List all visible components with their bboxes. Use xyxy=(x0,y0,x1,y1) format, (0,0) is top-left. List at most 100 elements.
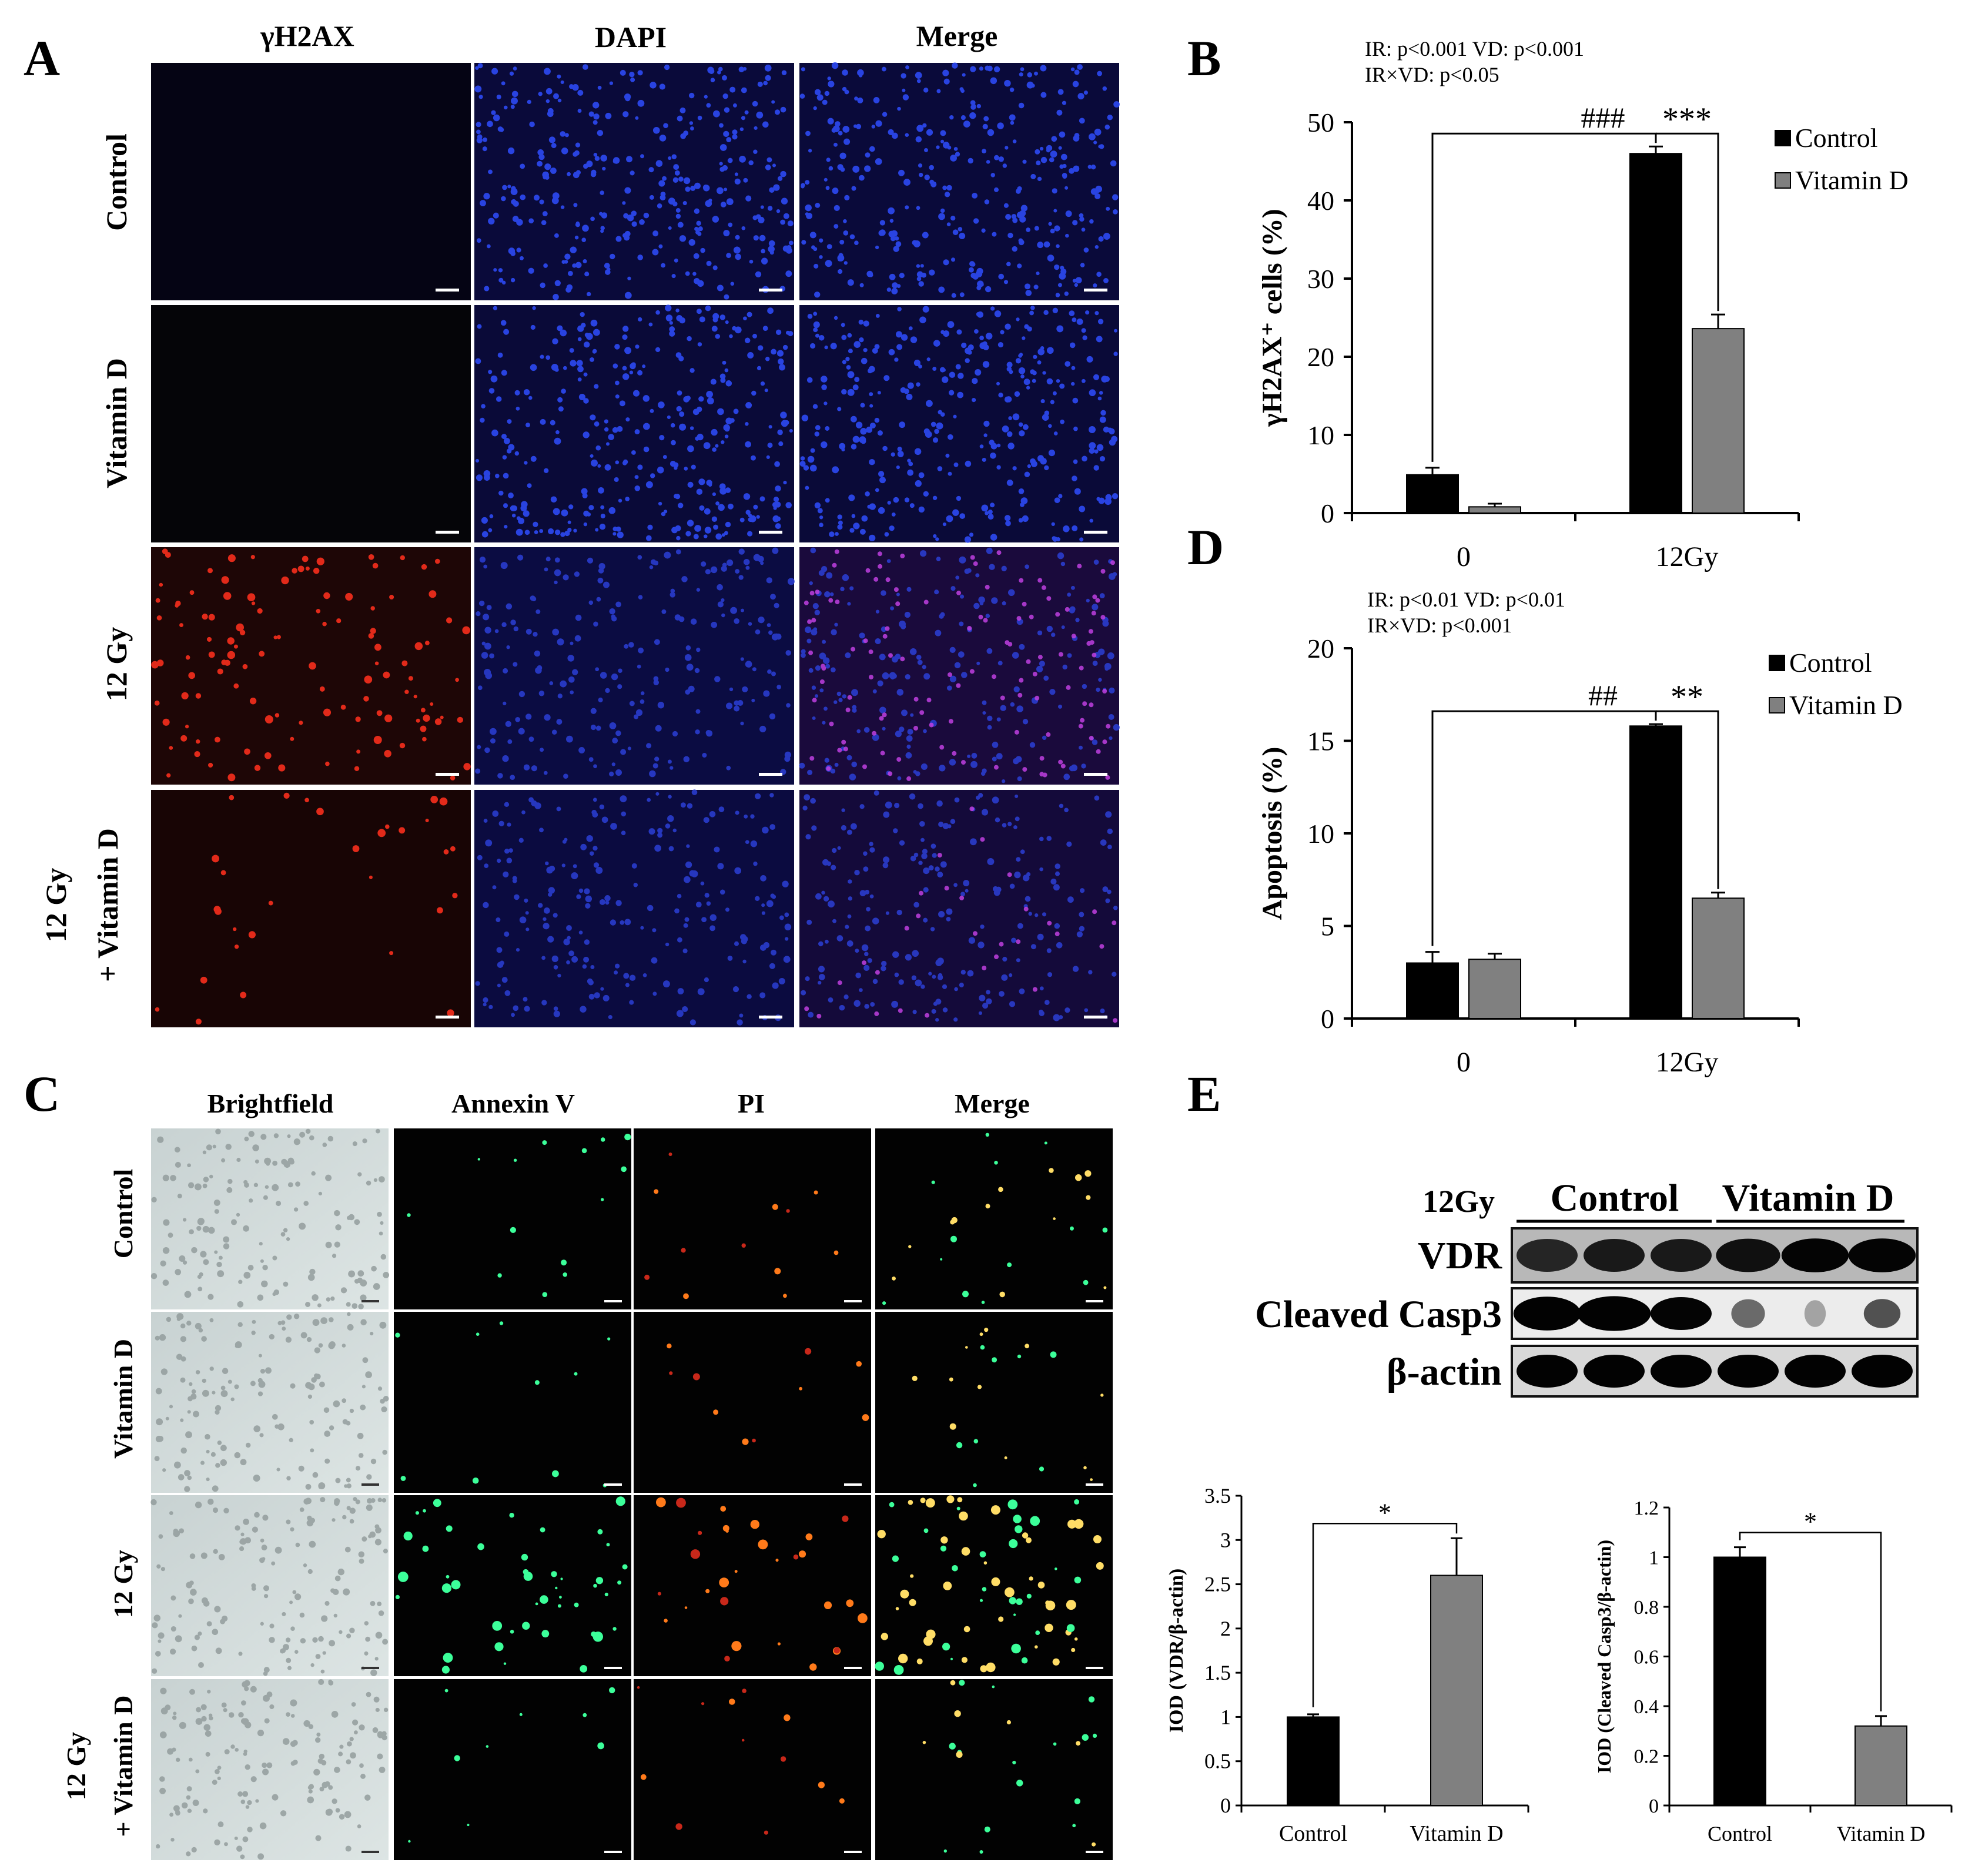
x-tick-label: Control xyxy=(1279,1821,1347,1846)
fluorescent-cell xyxy=(451,1580,461,1590)
fluorescent-cell xyxy=(552,1470,559,1478)
blot-cleaved-casp3 xyxy=(1511,1287,1919,1340)
sig-bracket-hash xyxy=(1431,710,1657,946)
blot-band xyxy=(1731,1299,1765,1328)
fluorescent-cell xyxy=(467,1824,470,1827)
fluorescent-cell xyxy=(946,1495,955,1503)
sig-label: * xyxy=(1378,1498,1391,1527)
y-axis-label: IOD (VDR/β-actin) xyxy=(1166,1569,1187,1733)
fluorescent-cell xyxy=(950,1235,957,1242)
micrograph-c-bg xyxy=(873,1309,1115,1495)
fluorescent-cell xyxy=(519,1713,523,1716)
fluorescent-cell xyxy=(943,1582,952,1590)
fluorescent-cell xyxy=(954,1710,961,1717)
scale-bar xyxy=(1086,1851,1103,1853)
panel-c: C Brightfield Annexin V PI Merge Control… xyxy=(24,1066,1115,1862)
fluorescent-cell xyxy=(541,1630,550,1638)
scale-bar xyxy=(361,1851,379,1853)
y-tick-label: 10 xyxy=(1307,819,1334,849)
fluorescent-cell xyxy=(758,1539,768,1550)
micrograph-a-bg xyxy=(149,303,473,545)
row-label-c-12gy: 12 Gy xyxy=(108,1550,138,1618)
panel-a: A γH2AX DAPI Merge Control Vitamin D 12 … xyxy=(24,19,1122,1030)
micrograph-a-r3-c1 xyxy=(472,788,796,1030)
micrograph-c-bg xyxy=(391,1677,634,1862)
fluorescent-cell xyxy=(1067,1519,1077,1529)
bar xyxy=(1692,328,1745,514)
chart-d: D IR: p<0.01 VD: p<0.01 IR×VD: p<0.001 0 5 1… xyxy=(1187,519,1903,1078)
sig-label-hash: ### xyxy=(1581,101,1625,134)
micrograph-c-bg xyxy=(391,1126,634,1312)
fluorescent-cell xyxy=(992,1357,997,1363)
stats-line-2: IR×VD: p<0.001 xyxy=(1367,614,1512,637)
fluorescent-cell xyxy=(979,1850,983,1854)
fluorescent-cell xyxy=(446,1525,453,1532)
fluorescent-cell xyxy=(1052,1658,1060,1666)
fluorescent-cell xyxy=(621,1166,627,1172)
fluorescent-cell xyxy=(895,1607,899,1610)
blot-band xyxy=(1718,1355,1779,1388)
fluorescent-cell xyxy=(729,1699,735,1705)
legend-label: Vitamin D xyxy=(1795,165,1909,195)
x-tick-label: 0 xyxy=(1457,541,1471,572)
fluorescent-cell xyxy=(959,1511,968,1521)
fluorescent-cell xyxy=(951,1217,958,1224)
fluorescent-cell xyxy=(1070,1226,1074,1231)
fluorescent-cell xyxy=(956,1506,960,1510)
fluorescent-cell xyxy=(833,1647,840,1654)
bar xyxy=(1406,474,1459,514)
scale-bar xyxy=(604,1300,622,1302)
y-tick-label: 0.2 xyxy=(1634,1746,1659,1768)
fluorescent-cell xyxy=(1096,1562,1104,1570)
fluorescent-cell xyxy=(1074,1637,1078,1641)
fluorescent-cell xyxy=(982,1587,987,1592)
fluorescent-cell xyxy=(1005,1587,1015,1597)
y-tick-label: 0 xyxy=(1321,1004,1334,1034)
fluorescent-cell xyxy=(1076,1741,1080,1746)
col-label-gh2ax: γH2AX xyxy=(260,19,354,52)
fluorescent-cell xyxy=(783,1294,787,1298)
sig-bracket xyxy=(1312,1523,1458,1707)
fluorescent-cell xyxy=(433,1499,441,1508)
brightfield-cells xyxy=(150,1497,389,1676)
fluorescent-cell xyxy=(1022,1532,1029,1539)
x-tick-label: Vitamin D xyxy=(1410,1821,1503,1846)
cell-nuclei xyxy=(475,789,792,1026)
scale-bar xyxy=(436,289,459,292)
fluorescent-cell xyxy=(1074,1499,1080,1505)
fluorescent-cell xyxy=(657,1592,661,1596)
fluorescent-cell xyxy=(786,1209,790,1213)
fluorescent-cell xyxy=(784,1714,791,1721)
fluorescent-cell xyxy=(675,1823,682,1830)
fluorescent-cell xyxy=(1055,1567,1057,1570)
y-tick-label: 0.8 xyxy=(1634,1597,1659,1619)
fluorescent-cell xyxy=(973,1439,979,1443)
legend-label: Control xyxy=(1789,648,1872,678)
fluorescent-cell xyxy=(984,1826,990,1833)
fluorescent-cell xyxy=(1037,1582,1045,1589)
fluorescent-cell xyxy=(423,1509,426,1513)
scale-bar xyxy=(759,531,782,534)
scale-bar xyxy=(604,1667,622,1669)
y-tick-label: 0.6 xyxy=(1634,1647,1659,1669)
fluorescent-cell xyxy=(720,1597,729,1606)
fluorescent-cell xyxy=(1090,1478,1093,1482)
fluorescent-cell xyxy=(742,1689,747,1693)
fluorescent-cell xyxy=(720,1506,727,1512)
fluorescent-cell xyxy=(676,1498,686,1508)
fluorescent-cell xyxy=(1035,1630,1040,1636)
blot-band xyxy=(1517,1355,1578,1388)
micrograph-a-bg xyxy=(149,61,473,303)
blot-strip xyxy=(1511,1227,1919,1284)
fluorescent-cell xyxy=(979,1332,983,1336)
blot-strip xyxy=(1511,1345,1919,1398)
fluorescent-cell xyxy=(403,1531,413,1541)
fluorescent-cell xyxy=(510,1630,514,1634)
fluorescent-cell xyxy=(600,1137,605,1142)
scale-bar xyxy=(1084,1016,1107,1019)
fluorescent-cell xyxy=(1004,1456,1007,1459)
fluorescent-cell xyxy=(842,1515,849,1522)
fluorescent-cell xyxy=(637,1686,640,1689)
micrograph-c-r2-c3 xyxy=(873,1493,1115,1679)
stats-line-2: IR×VD: p<0.05 xyxy=(1365,63,1499,86)
